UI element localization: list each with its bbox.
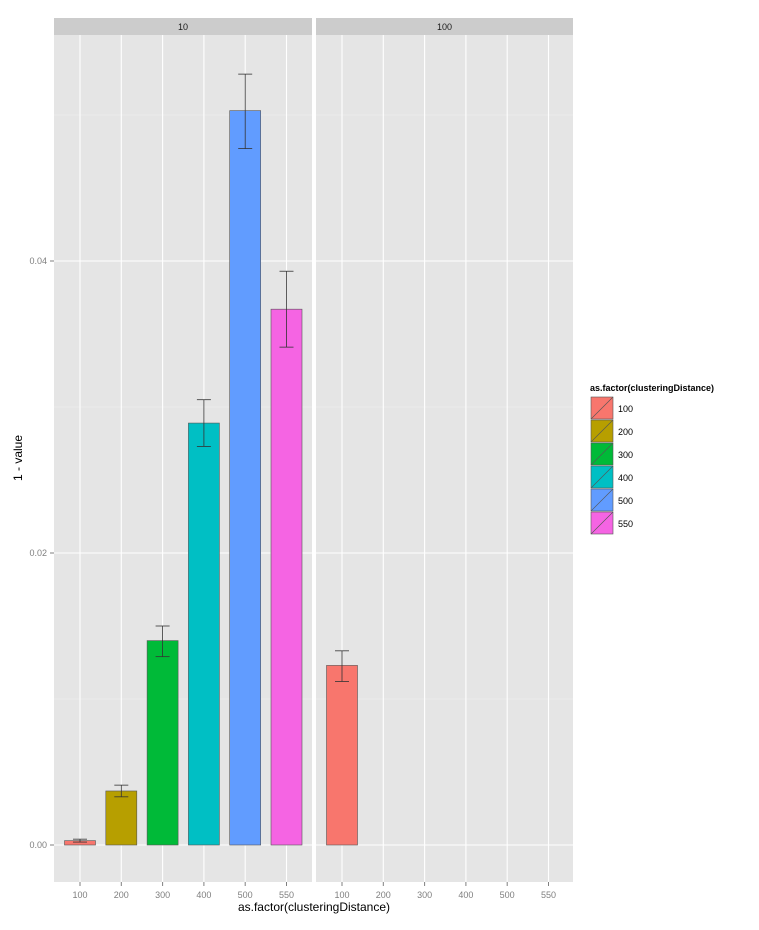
legend-item: 100 bbox=[590, 396, 633, 420]
x-tick-label: 400 bbox=[458, 890, 473, 900]
facet-label: 10 bbox=[178, 22, 188, 32]
y-tick-label: 0.02 bbox=[29, 548, 47, 558]
legend-item: 400 bbox=[590, 465, 633, 489]
x-tick-label: 550 bbox=[279, 890, 294, 900]
x-tick-label: 500 bbox=[500, 890, 515, 900]
x-tick-label: 400 bbox=[196, 890, 211, 900]
legend-key-slash bbox=[590, 442, 614, 466]
y-tick-label: 0.00 bbox=[29, 840, 47, 850]
x-tick-label: 300 bbox=[417, 890, 432, 900]
x-tick-label: 500 bbox=[238, 890, 253, 900]
x-tick-label: 200 bbox=[376, 890, 391, 900]
legend-key-slash bbox=[590, 465, 614, 489]
legend-label: 500 bbox=[618, 496, 633, 506]
legend-item: 550 bbox=[590, 511, 633, 535]
legend-key-slash bbox=[590, 419, 614, 443]
y-tick-label: 0.04 bbox=[29, 256, 47, 266]
legend-item: 500 bbox=[590, 488, 633, 512]
legend-label: 550 bbox=[618, 519, 633, 529]
legend-label: 300 bbox=[618, 450, 633, 460]
legend-label: 100 bbox=[618, 404, 633, 414]
legend-label: 200 bbox=[618, 427, 633, 437]
bar-10-500 bbox=[229, 110, 261, 846]
legend-label: 400 bbox=[618, 473, 633, 483]
bar-100-100 bbox=[326, 665, 358, 846]
bar-10-300 bbox=[146, 640, 179, 846]
legend-item: 300 bbox=[590, 442, 633, 466]
legend-key-slash bbox=[590, 396, 614, 420]
legend-key-slash bbox=[590, 488, 614, 512]
x-tick-label: 200 bbox=[114, 890, 129, 900]
facet-strip bbox=[316, 18, 573, 35]
legend-title: as.factor(clusteringDistance) bbox=[590, 383, 714, 393]
legend-key-slash bbox=[590, 511, 614, 535]
x-tick-label: 300 bbox=[155, 890, 170, 900]
x-tick-label: 550 bbox=[541, 890, 556, 900]
facet-strip bbox=[54, 18, 312, 35]
x-axis-label: as.factor(clusteringDistance) bbox=[238, 900, 390, 914]
panel-background bbox=[54, 35, 312, 882]
x-tick-label: 100 bbox=[334, 890, 349, 900]
bar-10-200 bbox=[105, 790, 138, 846]
legend-item: 200 bbox=[590, 419, 633, 443]
panel-background bbox=[316, 35, 573, 882]
bar-10-400 bbox=[188, 422, 220, 846]
bar-10-550 bbox=[270, 308, 303, 846]
x-tick-label: 100 bbox=[72, 890, 87, 900]
facet-label: 100 bbox=[437, 22, 452, 32]
y-axis-label: 1 - value bbox=[11, 435, 25, 481]
